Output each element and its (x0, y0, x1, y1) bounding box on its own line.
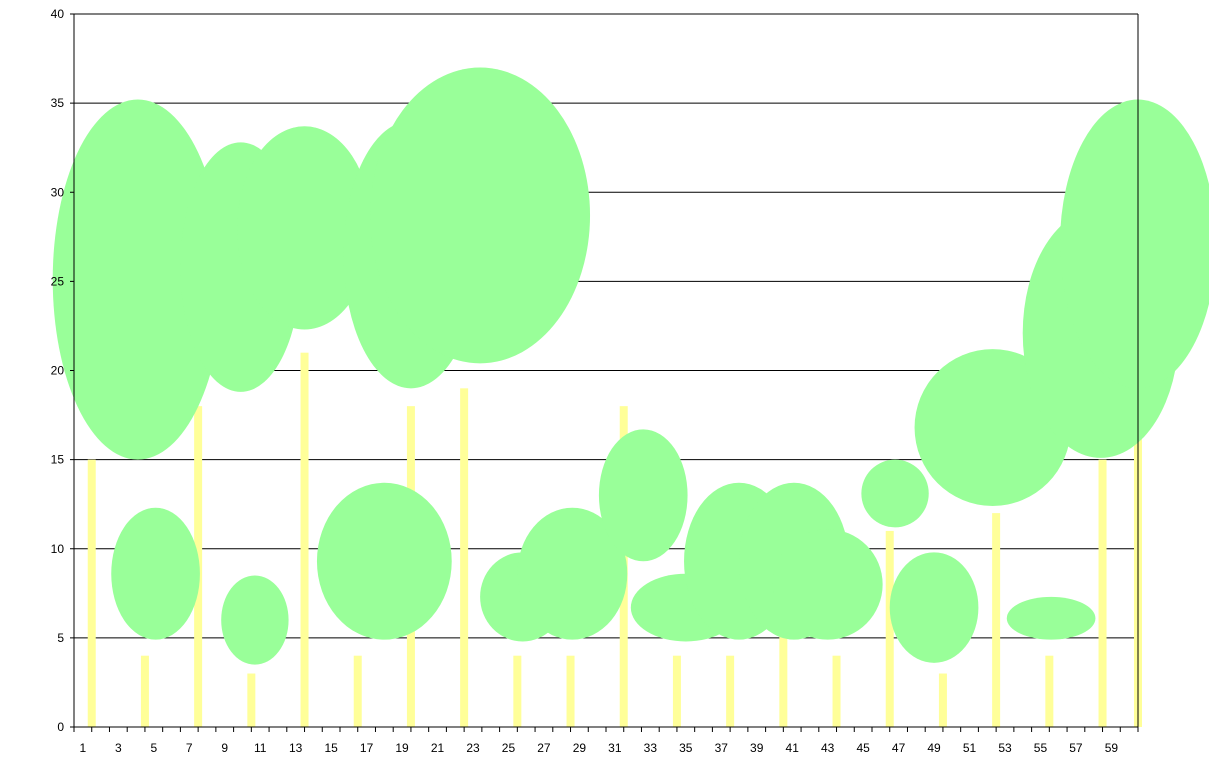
x-tick-label: 49 (927, 741, 941, 755)
x-tick-label: 1 (80, 741, 87, 755)
y-tick-label: 30 (51, 185, 65, 199)
crown-ellipse (111, 507, 200, 640)
x-tick-label: 15 (324, 741, 338, 755)
trunk-bar (1098, 459, 1107, 727)
x-tick-label: 17 (360, 741, 374, 755)
crown-ellipse (861, 459, 929, 528)
trunk-bar (566, 655, 575, 727)
crown-ellipse (221, 575, 289, 665)
x-tick-label: 55 (1034, 741, 1048, 755)
crown-ellipse (517, 507, 628, 640)
y-tick-label: 15 (51, 453, 65, 467)
y-tick-label: 35 (51, 96, 65, 110)
x-tick-label: 19 (395, 741, 409, 755)
trunk-bar (779, 620, 788, 727)
x-tick-label: 41 (786, 741, 800, 755)
x-tick-label: 13 (289, 741, 303, 755)
x-tick-label: 37 (715, 741, 729, 755)
x-tick-label: 5 (150, 741, 157, 755)
crown-ellipse (370, 67, 591, 364)
x-tick-label: 29 (573, 741, 587, 755)
crown-ellipses (52, 67, 1209, 665)
x-tick-label: 25 (502, 741, 516, 755)
trunk-bar (247, 673, 256, 727)
x-tick-label: 27 (537, 741, 551, 755)
crown-ellipse (772, 529, 883, 640)
trunk-bar (885, 530, 894, 727)
y-tick-label: 40 (51, 7, 65, 21)
y-tick-label: 0 (57, 720, 64, 734)
trunk-bar (513, 655, 522, 727)
x-tick-label: 9 (221, 741, 228, 755)
axes (70, 13, 1139, 732)
trunk-bar (87, 459, 96, 727)
x-tick-label: 7 (186, 741, 193, 755)
x-tick-label: 51 (963, 741, 977, 755)
crown-ellipse (889, 552, 979, 663)
x-tick-label: 43 (821, 741, 835, 755)
trunk-bar (672, 655, 681, 727)
trunk-bar (726, 655, 735, 727)
trunk-bar (353, 655, 362, 727)
y-tick-label: 25 (51, 274, 65, 288)
trunk-bar (300, 352, 309, 727)
y-tick-label: 20 (51, 364, 65, 378)
x-tick-label: 35 (679, 741, 693, 755)
x-tick-label: 53 (998, 741, 1012, 755)
trunk-bar (832, 655, 841, 727)
x-tick-labels: 1 3 5 7 9 11 13 15 17 19 21 23 25 27 29 31 33 35 37 39 41 43 4… (80, 741, 1119, 755)
x-tick-label: 57 (1069, 741, 1083, 755)
crown-ellipse (1059, 99, 1209, 389)
x-tick-label: 3 (115, 741, 122, 755)
trunk-bar (992, 513, 1001, 727)
y-tick-label: 5 (57, 631, 64, 645)
x-tick-label: 23 (466, 741, 480, 755)
y-tick-label: 10 (51, 542, 65, 556)
trunk-bar (938, 673, 947, 727)
x-tick-label: 33 (644, 741, 658, 755)
crown-ellipse (316, 482, 452, 640)
x-tick-label: 21 (431, 741, 445, 755)
x-tick-label: 11 (254, 741, 267, 755)
trunk-bar (140, 655, 149, 727)
crown-ellipse (598, 429, 688, 562)
crown-ellipse (237, 126, 372, 330)
crown-ellipse (1006, 596, 1096, 640)
x-tick-label: 31 (608, 741, 622, 755)
x-tick-label: 59 (1105, 741, 1119, 755)
x-tick-label: 39 (750, 741, 764, 755)
x-tick-label: 45 (856, 741, 870, 755)
trunk-bar (1045, 655, 1054, 727)
y-tick-labels: 0 5 10 15 20 25 30 35 40 (51, 7, 65, 734)
x-tick-label: 47 (892, 741, 906, 755)
crown-ellipse (52, 99, 223, 460)
trunk-bar (460, 388, 469, 727)
